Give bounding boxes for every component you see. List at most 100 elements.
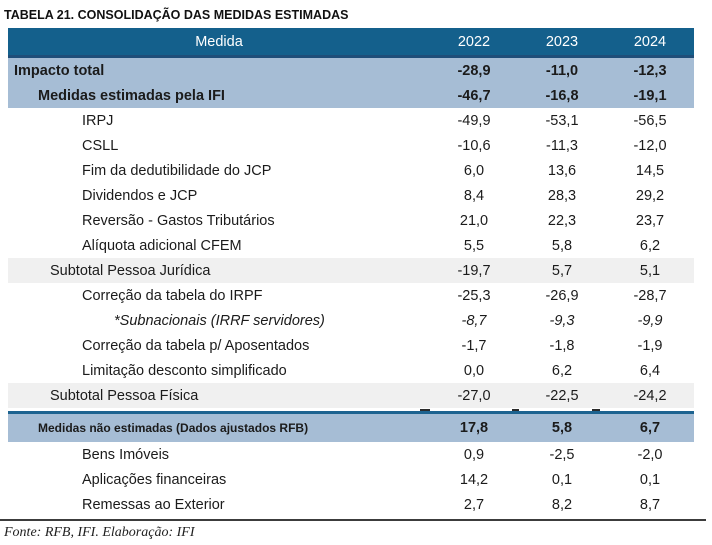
row-value: -11,3 xyxy=(546,137,578,154)
table-row: Correção da tabela do IRPF -25,3 -26,9 -28,… xyxy=(8,283,694,308)
table-row: Fim da dedutibilidade do JCP 6,0 13,6 14,5 xyxy=(8,158,694,183)
row-value: -19,7 xyxy=(457,262,491,279)
row-value: -25,3 xyxy=(457,287,491,304)
table-row: Dividendos e JCP 8,4 28,3 29,2 xyxy=(8,183,694,208)
print-artifact xyxy=(420,409,430,411)
row-value: 5,1 xyxy=(639,262,661,279)
row-value: -2,5 xyxy=(549,446,575,463)
header-cell-2023: 2023 xyxy=(545,33,579,50)
row-value: 0,9 xyxy=(463,446,485,463)
row-label: Correção da tabela p/ Aposentados xyxy=(82,337,310,354)
row-label: Bens Imóveis xyxy=(82,446,170,463)
row-value: 21,0 xyxy=(459,212,489,229)
row-value: -16,8 xyxy=(545,87,579,104)
table-row: Remessas ao Exterior 2,7 8,2 8,7 xyxy=(8,492,694,517)
row-value: -8,7 xyxy=(461,312,487,329)
table-row: Bens Imóveis 0,9 -2,5 -2,0 xyxy=(8,442,694,467)
row-value: -49,9 xyxy=(457,112,491,129)
row-value: -27,0 xyxy=(457,387,491,404)
row-value: -22,5 xyxy=(545,387,579,404)
header-cell-2022: 2022 xyxy=(457,33,491,50)
row-value: -26,9 xyxy=(545,287,579,304)
row-value: 14,2 xyxy=(459,471,489,488)
row-value: -53,1 xyxy=(545,112,579,129)
source-note: Fonte: RFB, IFI. Elaboração: IFI xyxy=(4,525,195,540)
row-value: 6,2 xyxy=(639,237,661,254)
row-value: -12,3 xyxy=(633,62,667,79)
row-label: Subtotal Pessoa Jurídica xyxy=(50,262,211,279)
row-value: -10,6 xyxy=(457,137,491,154)
row-value: 5,7 xyxy=(551,262,573,279)
table-row: CSLL -10,6 -11,3 -12,0 xyxy=(8,133,694,158)
row-value: 14,5 xyxy=(635,162,665,179)
row-value: 6,0 xyxy=(463,162,485,179)
row-value: 13,6 xyxy=(547,162,577,179)
row-label: Reversão - Gastos Tributários xyxy=(82,212,275,229)
table-row: Medidas não estimadas (Dados ajustados R… xyxy=(8,414,694,442)
row-value: 6,7 xyxy=(639,420,661,436)
row-label: Dividendos e JCP xyxy=(82,187,198,204)
row-value: -46,7 xyxy=(457,87,491,104)
row-value: -24,2 xyxy=(633,387,667,404)
table-row: Correção da tabela p/ Aposentados -1,7 -1,… xyxy=(8,333,694,358)
table-row: Medidas estimadas pela IFI -46,7 -16,8 -19,… xyxy=(8,83,694,108)
table-row: Aplicações financeiras 14,2 0,1 0,1 xyxy=(8,467,694,492)
table-row: Limitação desconto simplificado 0,0 6,2 6,4 xyxy=(8,358,694,383)
row-value: -56,5 xyxy=(633,112,667,129)
row-value: -28,7 xyxy=(633,287,667,304)
row-label: Correção da tabela do IRPF xyxy=(82,287,263,304)
row-label: Remessas ao Exterior xyxy=(82,496,225,513)
row-value: -2,0 xyxy=(637,446,663,463)
row-label: CSLL xyxy=(82,137,119,154)
row-label: Alíquota adicional CFEM xyxy=(82,237,242,254)
row-value: 5,8 xyxy=(551,420,573,436)
row-value: -28,9 xyxy=(457,62,491,79)
row-value: -1,7 xyxy=(461,337,487,354)
row-label: Impacto total xyxy=(14,62,105,79)
table-row: IRPJ -49,9 -53,1 -56,5 xyxy=(8,108,694,133)
table-row: Impacto total -28,9 -11,0 -12,3 xyxy=(8,58,694,83)
row-value: 0,1 xyxy=(551,471,573,488)
table-bottom-rule xyxy=(0,519,706,521)
row-value: 17,8 xyxy=(459,420,489,436)
row-label: Aplicações financeiras xyxy=(82,471,227,488)
row-label: Medidas não estimadas (Dados ajustados R… xyxy=(38,421,309,435)
row-label: IRPJ xyxy=(82,112,114,129)
row-value: -1,8 xyxy=(549,337,575,354)
row-value: -9,3 xyxy=(549,312,575,329)
row-value: 8,7 xyxy=(639,496,661,513)
table-row: Reversão - Gastos Tributários 21,0 22,3 23,… xyxy=(8,208,694,233)
data-table: Medida 2022 2023 2024 Impacto total -28,9… xyxy=(8,28,694,517)
table-row: Subtotal Pessoa Física -27,0 -22,5 -24,2 xyxy=(8,383,694,408)
table-row: Alíquota adicional CFEM 5,5 5,8 6,2 xyxy=(8,233,694,258)
row-value: 23,7 xyxy=(635,212,665,229)
row-label: Medidas estimadas pela IFI xyxy=(38,87,225,104)
row-label: Subtotal Pessoa Física xyxy=(50,387,199,404)
print-artifact xyxy=(512,409,519,411)
row-value: 28,3 xyxy=(547,187,577,204)
row-value: 0,0 xyxy=(463,362,485,379)
row-label: *Subnacionais (IRRF servidores) xyxy=(114,312,325,329)
table-row: *Subnacionais (IRRF servidores) -8,7 -9,3 -… xyxy=(8,308,694,333)
row-label: Fim da dedutibilidade do JCP xyxy=(82,162,272,179)
header-cell-2024: 2024 xyxy=(633,33,667,50)
row-value: -19,1 xyxy=(633,87,667,104)
row-value: 29,2 xyxy=(635,187,665,204)
row-value: -9,9 xyxy=(637,312,663,329)
table-row: Subtotal Pessoa Jurídica -19,7 5,7 5,1 xyxy=(8,258,694,283)
row-value: 5,8 xyxy=(551,237,573,254)
header-cell-medida: Medida xyxy=(195,33,243,50)
row-value: 8,2 xyxy=(551,496,573,513)
print-artifact xyxy=(592,409,600,411)
section-divider-line xyxy=(8,408,694,414)
row-value: -1,9 xyxy=(637,337,663,354)
row-value: 2,7 xyxy=(463,496,485,513)
row-value: 6,4 xyxy=(639,362,661,379)
row-value: -11,0 xyxy=(545,62,579,79)
row-value: 0,1 xyxy=(639,471,661,488)
table-header-row: Medida 2022 2023 2024 xyxy=(8,28,694,58)
table-rows: Impacto total -28,9 -11,0 -12,3 Medidas esti… xyxy=(8,58,694,517)
row-value: 22,3 xyxy=(547,212,577,229)
row-value: -12,0 xyxy=(633,137,667,154)
